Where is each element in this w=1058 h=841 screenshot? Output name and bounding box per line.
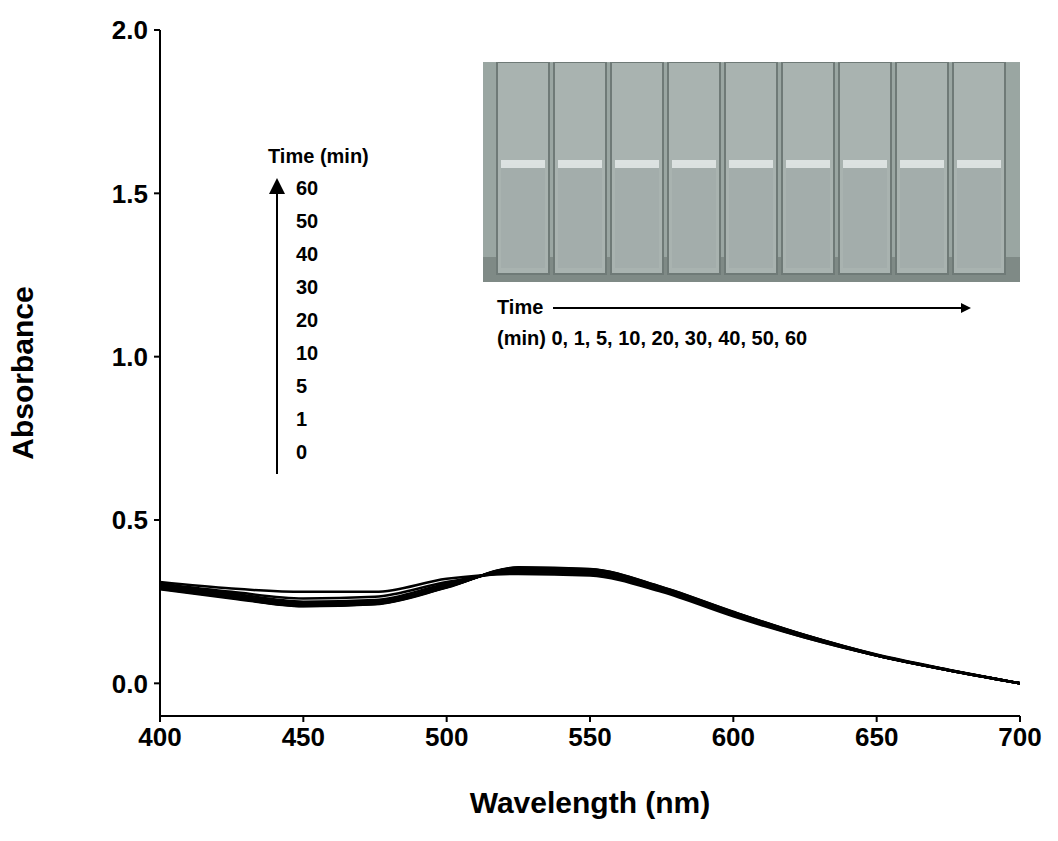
html-text:40: 40 [296,243,319,265]
svg-text:0.5: 0.5 [112,505,148,535]
html-text:5: 5 [296,375,308,397]
svg-text:400: 400 [138,722,181,752]
html-text:Time: Time [497,296,544,318]
svg-text:500: 500 [425,722,468,752]
html-text:(min) 0, 1, 5, 10, 20, 30, 40,: (min) 0, 1, 5, 10, 20, 30, 40, 50, 60 [497,327,808,349]
svg-text:2.0: 2.0 [112,15,148,45]
svg-text:Wavelength (nm): Wavelength (nm) [470,786,711,819]
svg-text:550: 550 [568,722,611,752]
svg-text:1.5: 1.5 [112,179,148,209]
svg-text:650: 650 [855,722,898,752]
html-text:1: 1 [296,408,308,430]
html-text:Time (min): Time (min) [268,145,369,167]
html-text:20: 20 [296,309,319,331]
html-text:60: 60 [296,177,319,199]
svg-text:700: 700 [998,722,1041,752]
svg-text:0.0: 0.0 [112,669,148,699]
svg-text:450: 450 [282,722,325,752]
html-text:50: 50 [296,210,319,232]
svg-text:600: 600 [712,722,755,752]
html-text:10: 10 [296,342,319,364]
svg-text:1.0: 1.0 [112,342,148,372]
html-text:0: 0 [296,441,308,463]
html-text:30: 30 [296,276,319,298]
svg-text:Absorbance: Absorbance [6,286,39,459]
